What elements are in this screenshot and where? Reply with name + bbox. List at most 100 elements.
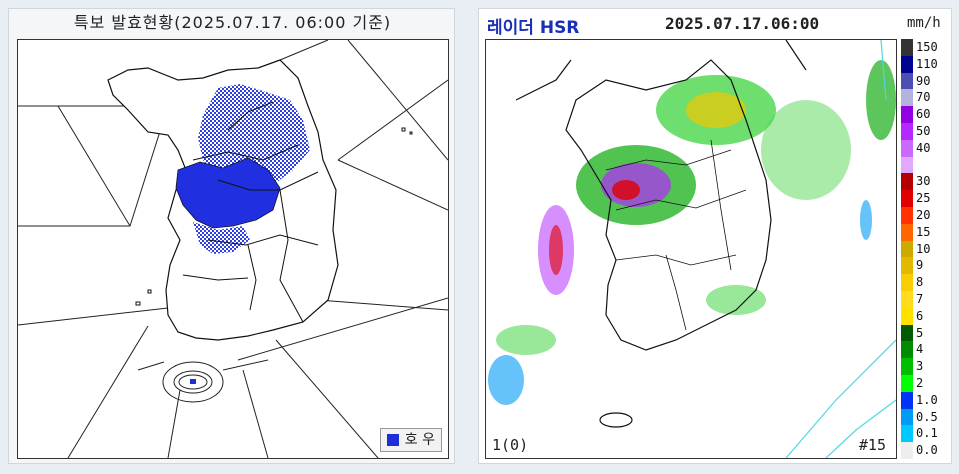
scale-swatch — [901, 173, 913, 191]
radar-map[interactable]: 1(0) #15 — [485, 39, 897, 459]
scale-swatch — [901, 291, 913, 308]
scale-swatch — [901, 39, 913, 56]
scale-row: 110 — [901, 55, 951, 73]
scale-label: 5 — [916, 325, 924, 340]
scale-label: 110 — [916, 56, 938, 71]
scale-swatch — [901, 375, 913, 392]
scale-swatch — [901, 223, 913, 241]
scale-label: 3 — [916, 359, 924, 374]
radar-product-title: 레이더 HSR — [487, 18, 580, 38]
precipitation-echoes — [488, 60, 896, 405]
province-boundaries — [182, 101, 319, 323]
scale-label: 9 — [916, 258, 924, 273]
scale-swatch — [901, 425, 913, 443]
scale-swatch — [901, 442, 913, 459]
scale-row: 2 — [901, 375, 951, 392]
scale-row: 4 — [901, 341, 951, 359]
heavy-rain-warning-central — [175, 157, 281, 229]
scale-row: 150 — [901, 39, 951, 56]
scale-swatch — [901, 55, 913, 73]
warning-panel: 특보 발효현황(2025.07.17. 06:00 기준) — [8, 8, 455, 464]
scale-swatch — [901, 207, 913, 224]
radar-coastline — [515, 40, 807, 428]
scale-row: 60 — [901, 106, 951, 123]
scale-label: 0.5 — [916, 409, 938, 424]
scale-label: 25 — [916, 191, 931, 206]
heavy-rain-advisory-north — [198, 84, 310, 190]
radar-time: 2025.07.17.06:00 — [665, 14, 820, 33]
scale-row: 0.0 — [901, 442, 951, 459]
scale-swatch — [901, 408, 913, 426]
warning-map-title: 특보 발효현황(2025.07.17. 06:00 기준) — [73, 13, 392, 32]
sea-zone-lines — [18, 40, 448, 458]
scale-label: 7 — [916, 292, 924, 306]
scale-swatch — [901, 89, 913, 107]
rain-rate-scale: 150 110 90 70 60 50 40 30 25 20 15 10 9 8 7 6 5 4 3 2 1.0 0.5… — [901, 39, 951, 459]
scale-label: 0.1 — [916, 426, 938, 441]
scale-swatch — [901, 324, 913, 342]
scale-swatch — [901, 190, 913, 207]
scale-swatch — [901, 257, 913, 275]
scale-swatch — [901, 72, 913, 90]
scale-swatch — [901, 274, 913, 291]
scale-label: 6 — [916, 308, 924, 323]
scale-row: 8 — [901, 274, 951, 291]
scale-label: 70 — [916, 90, 931, 105]
scale-label: 90 — [916, 73, 931, 88]
jeju-warning-spot — [190, 379, 196, 384]
scale-label: 50 — [916, 124, 931, 138]
scale-swatch — [901, 106, 913, 123]
scale-row: 0.1 — [901, 425, 951, 443]
scale-label: 20 — [916, 208, 931, 222]
radar-panel: 레이더 HSR 2025.07.17.06:00 mm/h — [478, 8, 952, 464]
scale-row: 50 — [901, 123, 951, 140]
radar-unit: mm/h — [907, 15, 941, 31]
scale-row: 3 — [901, 358, 951, 375]
scale-label: 150 — [916, 40, 938, 54]
scale-row: 0.5 — [901, 408, 951, 426]
radar-map-canvas — [486, 40, 896, 458]
scale-swatch — [901, 123, 913, 140]
scale-row: 5 — [901, 324, 951, 342]
scale-swatch — [901, 391, 913, 409]
heavy-rain-legend-label: 호 우 — [404, 432, 435, 448]
heavy-rain-legend-swatch — [386, 434, 399, 446]
radar-boundaries — [605, 139, 747, 331]
radar-station-count: #15 — [858, 436, 886, 454]
scale-swatch — [901, 240, 913, 258]
scale-label: 60 — [916, 107, 931, 122]
scale-swatch — [901, 358, 913, 375]
scale-row: 1.0 — [901, 391, 951, 409]
scale-row — [901, 156, 951, 174]
scale-row: 6 — [901, 307, 951, 325]
scale-row: 25 — [901, 190, 951, 207]
scale-label: 30 — [916, 174, 931, 189]
scale-row: 30 — [901, 173, 951, 191]
scale-row: 7 — [901, 291, 951, 308]
scale-label: 2 — [916, 376, 924, 390]
warning-map-canvas — [18, 40, 448, 458]
islands — [135, 127, 413, 306]
scale-label: 15 — [916, 224, 931, 239]
scale-swatch — [901, 341, 913, 359]
scale-row: 15 — [901, 223, 951, 241]
scale-swatch — [901, 307, 913, 325]
scale-swatch — [901, 156, 913, 174]
jeju-zones — [137, 359, 269, 403]
scale-label: 40 — [916, 140, 931, 155]
scale-label: 10 — [916, 241, 931, 256]
radar-frame-label: 1(0) — [492, 436, 529, 454]
scale-row: 9 — [901, 257, 951, 275]
scale-swatch — [901, 139, 913, 157]
warning-map[interactable]: 호 우 — [17, 39, 449, 459]
radar-range-lines — [785, 40, 896, 458]
warning-legend: 호 우 — [379, 428, 442, 452]
scale-label: 0.0 — [916, 443, 938, 458]
scale-label: 1.0 — [916, 392, 938, 407]
scale-row: 90 — [901, 72, 951, 90]
scale-row: 20 — [901, 207, 951, 224]
scale-label: 8 — [916, 275, 924, 290]
heavy-rain-advisory-south — [193, 222, 250, 254]
scale-label: 4 — [916, 342, 924, 357]
scale-row: 40 — [901, 139, 951, 157]
